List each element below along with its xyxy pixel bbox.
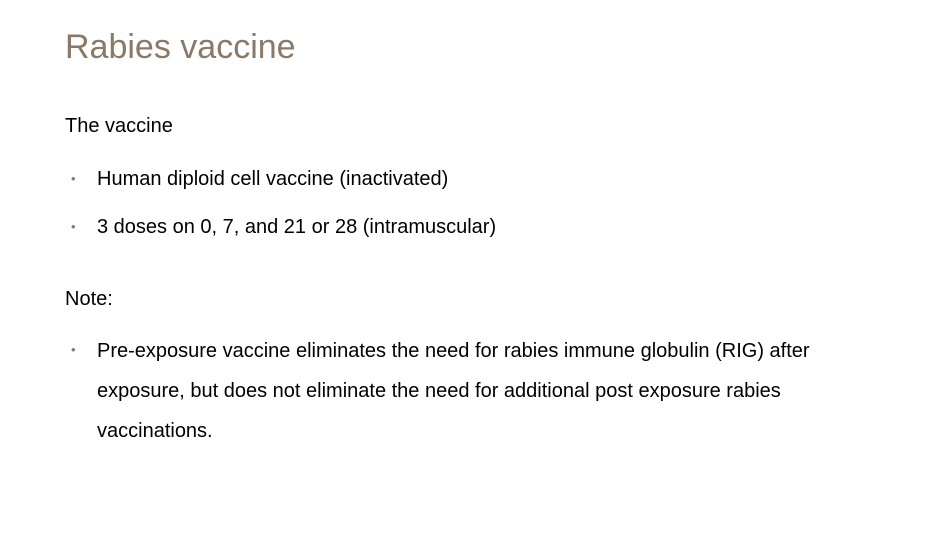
list-item: Pre-exposure vaccine eliminates the need…: [65, 331, 878, 451]
section-vaccine-label: The vaccine: [65, 115, 878, 138]
vaccine-bullets: Human diploid cell vaccine (inactivated)…: [65, 160, 878, 246]
slide-title: Rabies vaccine: [65, 28, 878, 67]
section-note-label: Note:: [65, 288, 878, 311]
list-item: Human diploid cell vaccine (inactivated): [65, 160, 878, 198]
note-bullets: Pre-exposure vaccine eliminates the need…: [65, 331, 878, 451]
slide: Rabies vaccine The vaccine Human diploid…: [0, 0, 943, 540]
list-item: 3 doses on 0, 7, and 21 or 28 (intramusc…: [65, 208, 878, 246]
